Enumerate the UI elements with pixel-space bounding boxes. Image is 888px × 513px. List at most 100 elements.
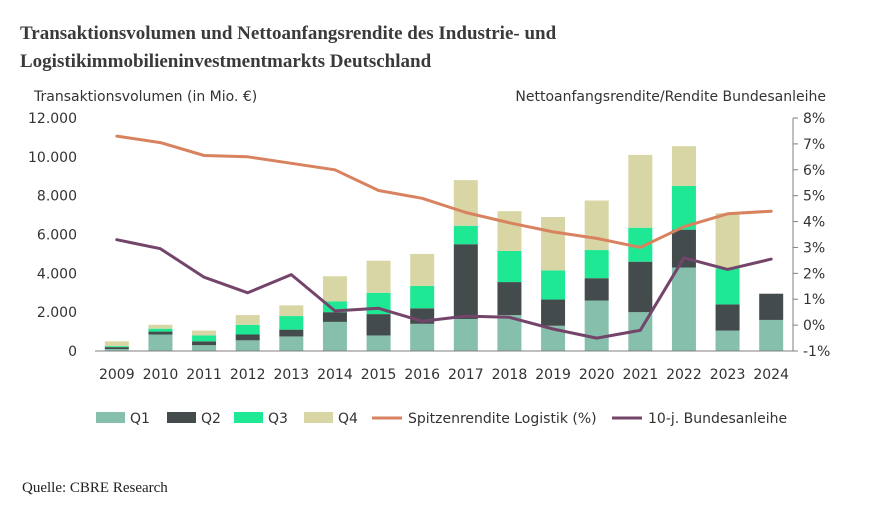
bar-q1-2022: [671, 267, 696, 351]
x-tick-label: 2016: [404, 367, 440, 383]
bar-q4-2016: [410, 253, 435, 286]
y2-tick-label: 2%: [803, 266, 825, 282]
bar-q2-2020: [584, 278, 609, 301]
x-tick-label: 2022: [666, 367, 702, 383]
bars-layer: [104, 146, 784, 351]
legend-swatch-q4: [304, 412, 333, 423]
y2-tick-label: 1%: [803, 292, 825, 308]
bar-q2-2021: [628, 261, 653, 313]
bar-q1-2014: [322, 321, 347, 351]
x-tick-label: 2015: [361, 367, 397, 383]
bar-q1-2023: [715, 330, 740, 351]
y2-tick-label: 3%: [803, 240, 825, 256]
x-tick-label: 2010: [143, 367, 179, 383]
bar-q4-2009: [104, 341, 129, 347]
bar-q2-2018: [497, 282, 522, 316]
bar-q2-2014: [322, 312, 347, 322]
chart-title: Transaktionsvolumen und Nettoanfangsrend…: [20, 23, 557, 72]
y2-tick-label: 7%: [803, 137, 825, 153]
axes-layer: 0 2.000 4.000 6.000 8.000 10.000 12.000 -1% 0% 1%…: [28, 111, 830, 383]
bar-q4-2012: [235, 315, 260, 325]
bar-q4-2014: [322, 276, 347, 302]
lines-layer: [115, 134, 773, 340]
bar-q1-2009: [104, 349, 129, 351]
legend-label-q4: Q4: [338, 411, 358, 427]
bar-q1-2010: [148, 334, 173, 351]
legend-swatch-q1: [96, 412, 125, 423]
bar-q2-2009: [104, 347, 129, 350]
y2-tick-label: 4%: [803, 215, 825, 231]
bar-q3-2019: [541, 270, 566, 300]
legend: Q1 Q2 Q3 Q4 Spitzenrendite Logistik (%) 10-j.…: [96, 411, 787, 427]
bar-q4-2017: [453, 180, 478, 226]
bar-q3-2010: [148, 328, 173, 332]
bar-q4-2021: [628, 154, 653, 228]
x-tick-label: 2014: [317, 367, 353, 383]
bar-q4-2020: [584, 200, 609, 251]
y2-tick-label: 0%: [803, 318, 825, 334]
y-tick-label: 12.000: [28, 111, 77, 127]
legend-swatch-q2: [167, 412, 196, 423]
bar-q2-2011: [192, 341, 217, 346]
bar-q2-2010: [148, 331, 173, 335]
bar-q3-2016: [410, 285, 435, 309]
bar-q4-2011: [192, 330, 217, 336]
x-tick-label: 2009: [99, 367, 135, 383]
x-tick-label: 2013: [273, 367, 309, 383]
legend-label-10-j-bundesanleihe: 10-j. Bundesanleihe: [648, 411, 787, 427]
bar-q3-2017: [453, 225, 478, 245]
bar-q1-2011: [192, 345, 217, 351]
line-bundesanleihe: [115, 238, 773, 340]
bar-q4-2023: [715, 213, 740, 269]
x-tick-label: 2012: [230, 367, 266, 383]
y2-tick-label: -1%: [803, 344, 830, 360]
x-tick-label: 2018: [492, 367, 528, 383]
bar-q4-2015: [366, 260, 391, 293]
bar-q4-2019: [541, 217, 566, 271]
legend-swatch-q3: [234, 412, 263, 423]
x-tick-label: 2024: [753, 367, 789, 383]
chart: Transaktionsvolumen (in Mio. €) Nettoanf…: [28, 89, 830, 427]
legend-label-spitzenrendite-logistik: Spitzenrendite Logistik (%): [408, 411, 597, 427]
source-note: Quelle: CBRE Research: [22, 480, 168, 496]
bar-q3-2018: [497, 251, 522, 283]
bar-q3-2013: [279, 316, 304, 330]
bar-q3-2012: [235, 324, 260, 335]
bar-q1-2016: [410, 323, 435, 351]
bar-q3-2009: [104, 346, 129, 348]
y2-tick-label: 6%: [803, 163, 825, 179]
line-spitzenrendite: [115, 134, 773, 249]
x-tick-label: 2023: [710, 367, 746, 383]
x-tick-label: 2019: [535, 367, 571, 383]
x-tick-label: 2020: [579, 367, 615, 383]
y-tick-label: 2.000: [37, 305, 77, 321]
bar-q2-2015: [366, 314, 391, 336]
x-tick-label: 2011: [186, 367, 222, 383]
bar-q3-2022: [671, 185, 696, 230]
y-tick-label: 8.000: [37, 189, 77, 205]
bar-q1-2015: [366, 335, 391, 351]
y2-tick-label: 5%: [803, 189, 825, 205]
right-axis-label: Nettoanfangsrendite/Rendite Bundesanleih…: [515, 89, 826, 105]
y-tick-label: 6.000: [37, 228, 77, 244]
y-tick-label: 10.000: [28, 150, 77, 166]
bar-q4-2022: [671, 146, 696, 186]
y-tick-label: 0: [68, 344, 77, 360]
bar-q1-2013: [279, 336, 304, 351]
legend-label-q2: Q2: [201, 411, 221, 427]
bar-q2-2013: [279, 329, 304, 337]
x-tick-label: 2021: [622, 367, 658, 383]
bar-q3-2014: [322, 301, 347, 313]
bar-q1-2024: [759, 319, 784, 351]
bar-q3-2020: [584, 250, 609, 279]
bar-q3-2011: [192, 335, 217, 342]
bar-q1-2012: [235, 340, 260, 351]
legend-label-q3: Q3: [268, 411, 288, 427]
x-tick-label: 2017: [448, 367, 484, 383]
bar-q1-2018: [497, 315, 522, 351]
bar-q3-2023: [715, 268, 740, 305]
bar-q2-2024: [759, 293, 784, 320]
bar-q2-2012: [235, 334, 260, 341]
bar-q2-2023: [715, 304, 740, 331]
y-tick-label: 4.000: [37, 266, 77, 282]
